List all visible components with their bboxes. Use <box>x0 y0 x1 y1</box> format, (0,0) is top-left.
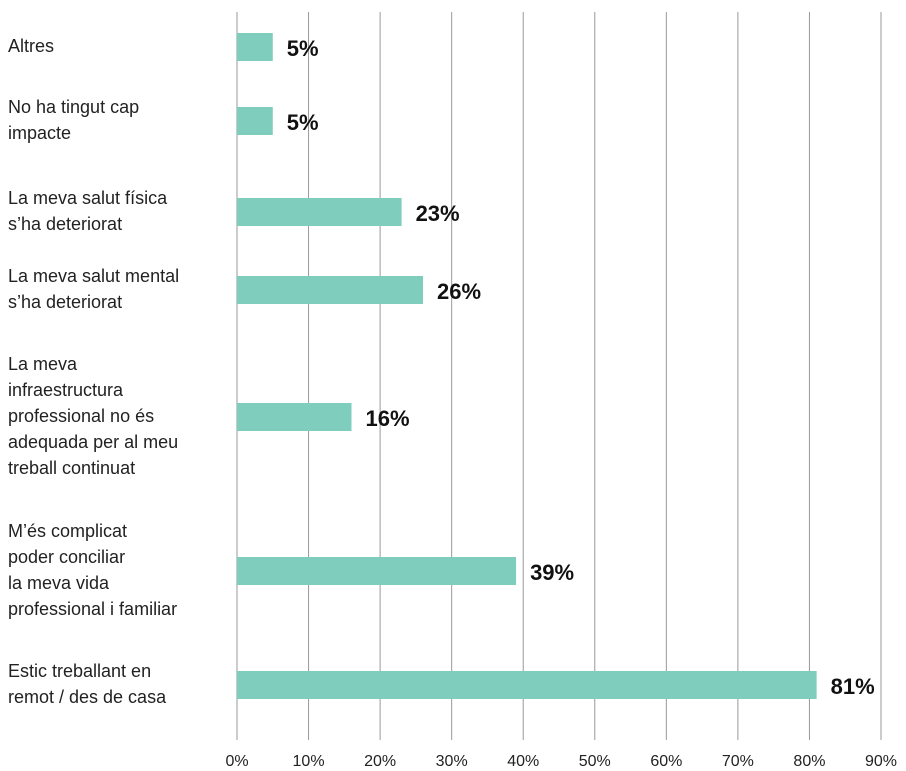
value-label: 81% <box>831 674 875 699</box>
category-label: La meva infraestructura professional no és… <box>8 354 178 478</box>
category-label: No ha tingut cap impacte <box>8 97 139 143</box>
category-label: Estic treballant en remot / des de casa <box>8 661 167 707</box>
x-tick-label: 30% <box>436 753 468 770</box>
x-tick-label: 10% <box>293 753 325 770</box>
bar <box>237 557 517 585</box>
x-tick-label: 90% <box>865 753 897 770</box>
bar <box>237 276 424 304</box>
category-label: La meva salut mental s’ha deteriorat <box>8 266 179 312</box>
value-label: 23% <box>416 201 460 226</box>
x-tick-label: 70% <box>722 753 754 770</box>
bar <box>237 198 402 226</box>
x-tick-label: 80% <box>793 753 825 770</box>
x-tick-label: 50% <box>579 753 611 770</box>
value-label: 39% <box>530 560 574 585</box>
value-label: 5% <box>287 110 319 135</box>
x-tick-label: 0% <box>225 753 248 770</box>
bar <box>237 403 352 431</box>
value-label: 5% <box>287 36 319 61</box>
category-label: Altres <box>8 36 54 56</box>
bar <box>237 33 273 61</box>
x-tick-label: 20% <box>364 753 396 770</box>
value-label: 26% <box>437 279 481 304</box>
bar <box>237 671 817 699</box>
x-tick-label: 60% <box>650 753 682 770</box>
value-label: 16% <box>365 406 409 431</box>
bar <box>237 107 273 135</box>
x-tick-label: 40% <box>507 753 539 770</box>
category-label: La meva salut física s’ha deteriorat <box>8 188 168 234</box>
category-label: M’és complicat poder conciliar la meva vid… <box>8 521 177 619</box>
